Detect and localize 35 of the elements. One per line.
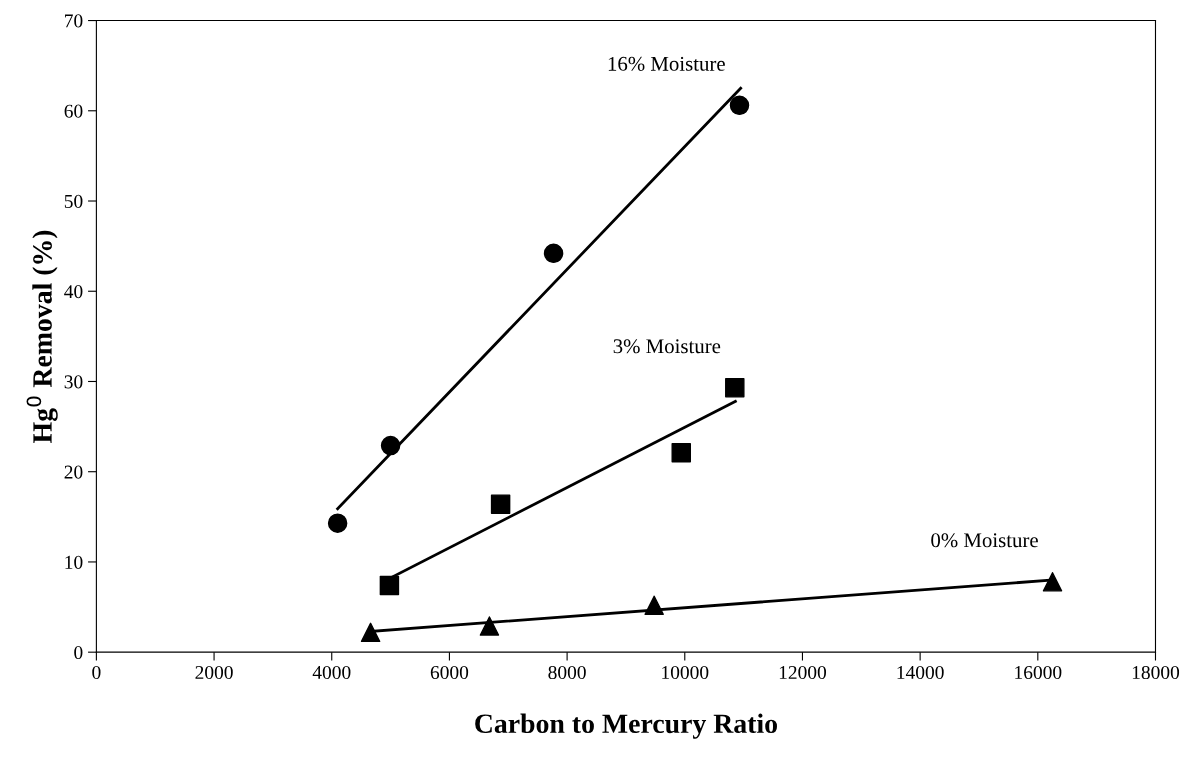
y-tick-label: 50	[64, 194, 83, 208]
point	[490, 494, 511, 514]
series-label: 16% Moisture	[608, 56, 725, 71]
x-tick-label: 2000	[195, 665, 233, 680]
x-tick-label: 10000	[662, 665, 709, 680]
point	[380, 435, 401, 456]
series-label: 0% Moisture	[931, 533, 1038, 548]
x-tick-label: 4000	[312, 665, 351, 680]
point	[725, 378, 745, 398]
y-tick-label: 60	[64, 104, 83, 118]
point	[379, 575, 400, 596]
point	[543, 243, 564, 264]
y-tick-label: 20	[64, 465, 83, 479]
series-label: 3% Moisture	[613, 339, 721, 354]
x-tick-label: 16000	[1015, 665, 1062, 680]
point	[671, 443, 691, 463]
point	[1042, 572, 1063, 592]
x-tick-label: 6000	[430, 665, 469, 680]
y-tick-label: 0	[74, 645, 83, 660]
y-tick-label: 40	[64, 285, 83, 299]
point	[644, 595, 664, 616]
x-tick-label: 14000	[897, 665, 944, 680]
y-tick-label: 30	[64, 375, 83, 389]
x-axis-title: Carbon to Mercury Ratio	[475, 713, 777, 739]
y-tick-label: 70	[65, 14, 83, 28]
x-tick-label: 0	[92, 665, 101, 680]
x-tick-label: 8000	[548, 665, 586, 680]
y-axis-title: Hg$^{0}$ Removal (%)	[26, 230, 58, 443]
x-tick-label: 12000	[779, 665, 827, 680]
y-tick-label: 10	[65, 555, 83, 569]
point	[327, 513, 348, 533]
x-tick-label: 18000	[1132, 665, 1180, 680]
point	[479, 616, 500, 636]
point	[729, 95, 750, 116]
point	[360, 622, 381, 643]
